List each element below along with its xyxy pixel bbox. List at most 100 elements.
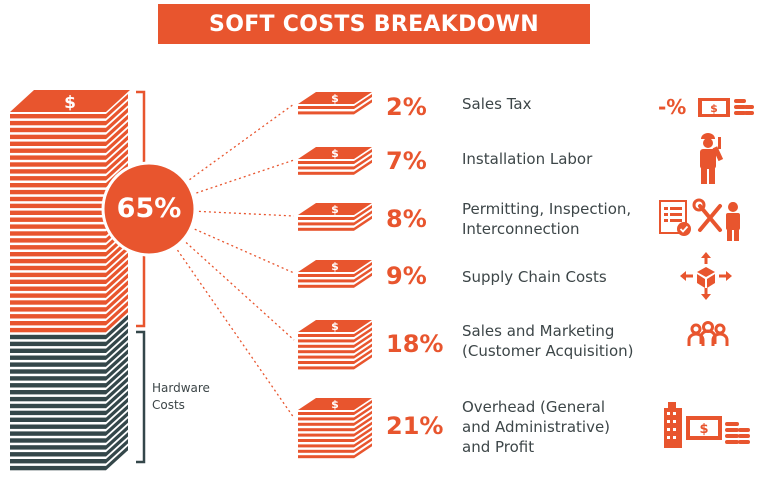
- stack-slice: [10, 293, 106, 298]
- stack-slice: [10, 238, 106, 243]
- connector-line: [148, 208, 295, 217]
- mini-stack-slice: [298, 433, 354, 437]
- mini-stack-side: [354, 354, 372, 370]
- stack-side-slice: [106, 418, 128, 443]
- stack-slice: [10, 300, 106, 305]
- stack-slice: [10, 183, 106, 188]
- percent-sales-marketing: 18%: [386, 330, 444, 358]
- stack-slice: [10, 210, 106, 215]
- mini-stack-side: [354, 338, 372, 354]
- stack-side-slice: [106, 114, 128, 140]
- stack-slice: [10, 376, 106, 381]
- stack-side-slice: [106, 273, 128, 298]
- dollar-icon: $: [331, 203, 339, 216]
- mini-stack-side: [354, 416, 372, 432]
- mini-stack-top: [298, 398, 372, 410]
- mini-stack-top: [298, 92, 372, 104]
- mini-stack-side: [354, 443, 372, 459]
- stack-side-slice: [106, 314, 128, 340]
- hardware-bracket: [136, 330, 146, 464]
- label-sales-tax: Sales Tax: [462, 95, 532, 113]
- mini-stack: $: [298, 147, 372, 175]
- cost-stack: $: [10, 90, 130, 471]
- mini-stack-slice: [298, 439, 354, 442]
- stack-side-slice: [106, 425, 128, 450]
- mini-stack-slice: [298, 111, 354, 115]
- stack-side-slice: [106, 411, 128, 436]
- stack-side-slice: [106, 100, 128, 126]
- stack-slice: [10, 307, 106, 312]
- stack-side-slice: [106, 363, 128, 388]
- stack-slice: [10, 459, 106, 464]
- mini-stack-side: [354, 149, 372, 164]
- dollar-icon: $: [64, 93, 76, 113]
- mini-stack-slice: [298, 166, 354, 170]
- title-banner: SOFT COSTS BREAKDOWN: [158, 4, 590, 44]
- hardware-costs-text: Hardware Costs: [152, 381, 210, 412]
- dollar-icon: $: [331, 147, 339, 160]
- stack-slice: [10, 189, 106, 195]
- percent-supply-chain: 9%: [386, 262, 427, 290]
- mini-stack: $: [298, 398, 372, 459]
- stack-slice: [10, 252, 106, 257]
- sales-tax-icon: -% $: [658, 95, 754, 119]
- stack-slice: [10, 369, 106, 374]
- dollar-icon: $: [331, 92, 339, 105]
- mini-stack-slice: [298, 274, 354, 277]
- connector-lines: [148, 103, 295, 419]
- worker-icon: [700, 133, 724, 184]
- mini-stack-slice: [298, 279, 354, 283]
- mini-stack-slice: [298, 444, 354, 448]
- stack-side-slice: [106, 294, 128, 319]
- stack-slice: [10, 403, 106, 409]
- mini-stack-slice: [298, 339, 354, 343]
- stack-slice: [10, 217, 106, 222]
- mini-stack-slice: [298, 171, 354, 175]
- mini-stack-slice: [298, 366, 354, 370]
- stack-side-slice: [106, 445, 128, 471]
- stack-slice: [10, 321, 106, 326]
- stack-slice: [10, 176, 106, 181]
- stack-slice: [10, 114, 106, 119]
- mini-stack-side: [354, 267, 372, 283]
- stack-slice: [10, 431, 106, 436]
- stack-slice: [10, 258, 106, 264]
- stack-slice: [10, 396, 106, 402]
- mini-stack-side: [354, 332, 372, 348]
- stack-side-slice: [106, 135, 128, 160]
- mini-stack-side: [354, 205, 372, 220]
- mini-stack-side: [354, 343, 372, 359]
- mini-stack-side: [354, 405, 372, 421]
- mini-stack-slice: [298, 222, 354, 226]
- stack-slice: [10, 286, 106, 291]
- mini-stack-top: [298, 320, 372, 332]
- stack-side-slice: [106, 432, 128, 457]
- mini-stack-side: [354, 410, 372, 426]
- stack-slice: [10, 169, 106, 174]
- stack-slice: [10, 417, 106, 422]
- stack-slice: [10, 314, 106, 319]
- stack-side-slice: [106, 280, 128, 305]
- stack-side-slice: [106, 287, 128, 312]
- mini-stack: $: [298, 203, 372, 231]
- stack-side-slice: [106, 245, 128, 271]
- stack-side-slice: [106, 404, 128, 429]
- stack-slice: [10, 279, 106, 284]
- stack-side-slice: [106, 390, 128, 416]
- stack-slice: [10, 348, 106, 353]
- label-sales-marketing: Sales and Marketing (Customer Acquisitio…: [462, 322, 634, 360]
- stack-side-slice: [106, 107, 128, 133]
- mini-stack-slice: [298, 449, 354, 453]
- stack-side-slice: [106, 397, 128, 422]
- stack-slice: [10, 452, 106, 457]
- mini-stack-side: [354, 272, 372, 288]
- mini-stack-slice: [298, 106, 354, 109]
- mini-stack-top: [298, 260, 372, 272]
- stack-side-slice: [106, 356, 128, 381]
- mini-stack-slice: [298, 217, 354, 220]
- stack-slice: [10, 224, 106, 229]
- stack-side-slice: [106, 335, 128, 360]
- mini-stack-side: [354, 427, 372, 442]
- mini-stack-side: [354, 159, 372, 175]
